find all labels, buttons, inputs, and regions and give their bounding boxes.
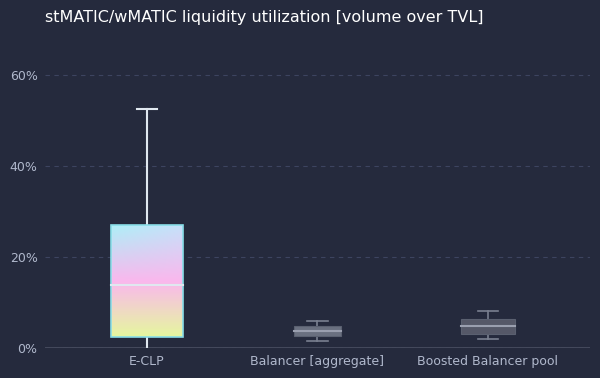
Text: stMATIC/wMATIC liquidity utilization [volume over TVL]: stMATIC/wMATIC liquidity utilization [vo… [44, 10, 483, 25]
Bar [461, 319, 515, 334]
Bar [294, 327, 341, 336]
Bar [111, 225, 182, 337]
